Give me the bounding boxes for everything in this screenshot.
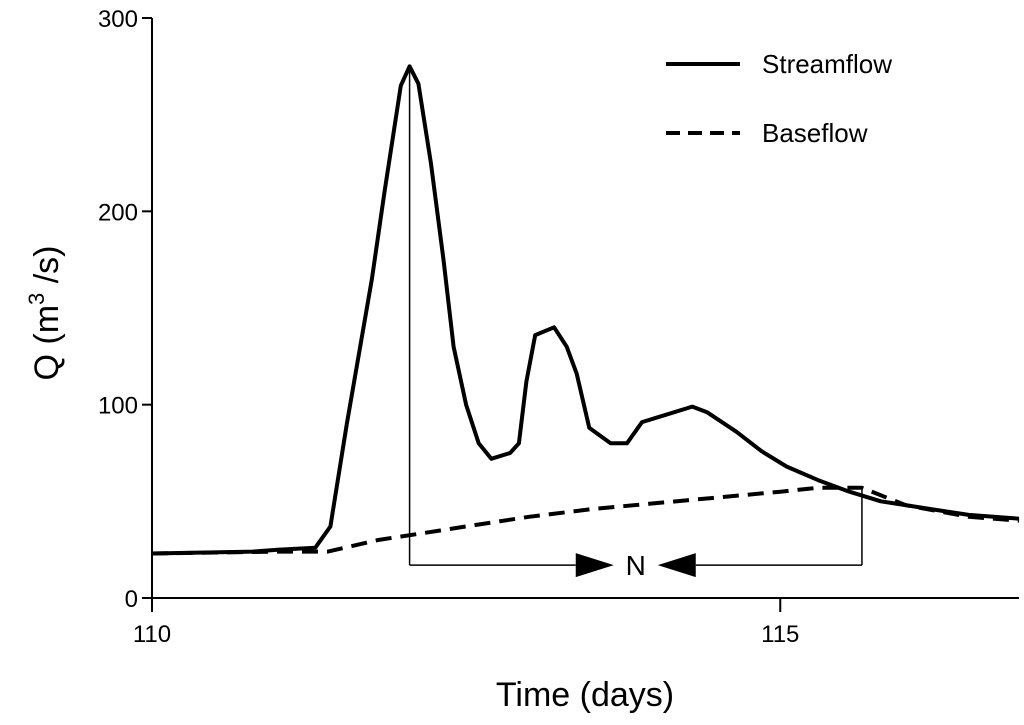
plot-frame	[151, 18, 1019, 599]
series-baseflow-line	[151, 485, 1020, 556]
legend: Streamflow Baseflow	[666, 49, 892, 148]
y-axis-title: Q (m3 /s)	[24, 245, 66, 380]
y-tick-label: 300	[98, 6, 138, 33]
x-tick-label: 110	[133, 621, 171, 648]
y-ticks: 0 100 200 300	[98, 6, 152, 613]
x-tick-label: 115	[761, 621, 799, 648]
y-axis-title-superscript: 3	[24, 293, 49, 305]
series-streamflow-line	[151, 64, 1020, 556]
y-tick-label: 0	[125, 586, 138, 613]
x-ticks: 110 115	[133, 598, 799, 648]
series-layer	[151, 64, 1020, 556]
y-tick-label: 100	[98, 393, 138, 420]
y-axis-title-tail: /s)	[28, 245, 66, 292]
interval-annotation: N	[408, 70, 863, 581]
legend-streamflow-label: Streamflow	[762, 49, 892, 79]
legend-baseflow-label: Baseflow	[762, 118, 868, 148]
y-tick-label: 200	[98, 199, 138, 226]
x-axis-title: Time (days)	[496, 676, 674, 714]
annotation-right-arrow-head	[575, 553, 614, 578]
annotation-left-arrow-head	[657, 553, 696, 578]
annotation-label-n: N	[626, 550, 646, 581]
y-axis-title-main: Q (m	[28, 305, 66, 381]
